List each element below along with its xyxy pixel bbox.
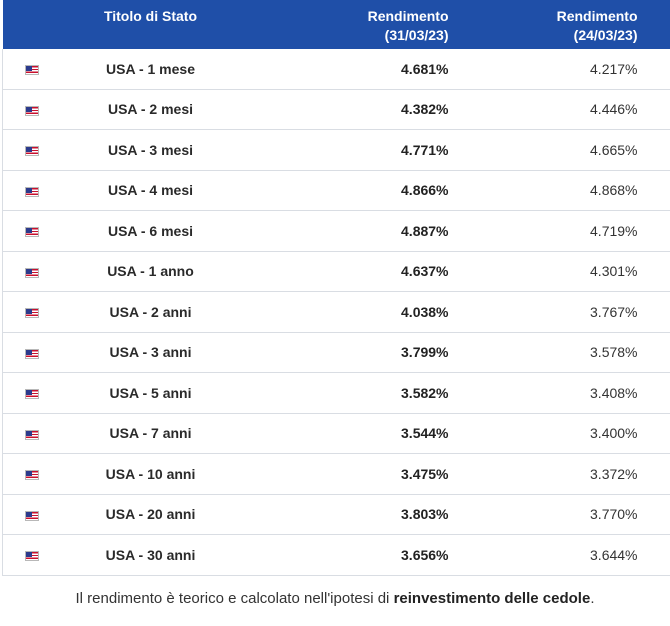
table-row: USA - 10 anni 3.475% 3.372% xyxy=(2,453,670,495)
yield-previous: 3.408% xyxy=(450,372,670,414)
yield-current: 4.866% xyxy=(240,170,451,211)
bond-name: USA - 1 anno xyxy=(60,251,241,292)
yield-current: 3.544% xyxy=(240,413,451,454)
yield-previous: 4.301% xyxy=(450,251,670,292)
header-yield-previous-label: Rendimento (24/03/23) xyxy=(451,0,670,45)
table-row: USA - 3 mesi 4.771% 4.665% xyxy=(2,129,670,171)
table-row: USA - 2 anni 4.038% 3.767% xyxy=(2,291,670,333)
bond-name: USA - 30 anni xyxy=(60,534,241,576)
table-row: USA - 5 anni 3.582% 3.408% xyxy=(2,372,670,414)
bond-name: USA - 2 anni xyxy=(60,291,241,333)
table-row: USA - 1 anno 4.637% 4.301% xyxy=(2,251,670,292)
yield-current: 4.771% xyxy=(240,129,451,171)
yield-current: 3.582% xyxy=(240,372,451,414)
table-row: USA - 3 anni 3.799% 3.578% xyxy=(2,332,670,373)
header-yield-previous-line1: Rendimento xyxy=(556,8,638,24)
table-row: USA - 1 mese 4.681% 4.217% xyxy=(2,49,670,90)
bond-name: USA - 10 anni xyxy=(60,453,241,495)
header-name-label: Titolo di Stato xyxy=(103,8,198,24)
bond-name: USA - 6 mesi xyxy=(60,210,241,252)
us-flag-icon xyxy=(25,186,39,197)
flag-cell xyxy=(2,129,61,171)
yield-current: 3.799% xyxy=(240,332,451,373)
table-row: USA - 4 mesi 4.866% 4.868% xyxy=(2,170,670,211)
us-flag-icon xyxy=(25,470,39,481)
table-row: USA - 20 anni 3.803% 3.770% xyxy=(2,494,670,535)
yield-previous: 4.446% xyxy=(450,89,670,130)
bond-name: USA - 3 anni xyxy=(60,332,241,373)
us-flag-icon xyxy=(25,267,39,278)
us-flag-icon xyxy=(25,551,39,562)
yield-previous: 3.767% xyxy=(450,291,670,333)
bond-name: USA - 1 mese xyxy=(60,49,241,90)
bond-name: USA - 3 mesi xyxy=(60,129,241,171)
bond-name: USA - 4 mesi xyxy=(60,170,241,211)
yield-previous: 3.400% xyxy=(450,413,670,454)
yield-current: 4.038% xyxy=(240,291,451,333)
header-yield-previous-line2: (24/03/23) xyxy=(573,27,638,43)
flag-cell xyxy=(2,413,61,454)
yield-table: Titolo di Stato Rendimento (31/03/23) Re… xyxy=(2,0,670,576)
bond-name: USA - 20 anni xyxy=(60,494,241,535)
flag-cell xyxy=(2,372,61,414)
flag-cell xyxy=(2,291,61,333)
us-flag-icon xyxy=(25,146,39,157)
yield-previous: 3.770% xyxy=(450,494,670,535)
flag-cell xyxy=(2,332,61,373)
table-row: USA - 2 mesi 4.382% 4.446% xyxy=(2,89,670,130)
header-yield-current-line2: (31/03/23) xyxy=(384,27,449,43)
flag-cell xyxy=(2,170,61,211)
us-flag-icon xyxy=(25,65,39,76)
flag-cell xyxy=(2,210,61,252)
yield-table-container: Titolo di Stato Rendimento (31/03/23) Re… xyxy=(2,0,670,576)
us-flag-icon xyxy=(25,105,39,116)
yield-previous: 3.644% xyxy=(450,534,670,576)
flag-cell xyxy=(2,453,61,495)
flag-cell xyxy=(2,534,61,576)
yield-previous: 4.217% xyxy=(450,49,670,90)
us-flag-icon xyxy=(25,308,39,319)
flag-cell xyxy=(2,251,61,292)
header-yield-current-label: Rendimento (31/03/23) xyxy=(241,0,451,45)
bond-name: USA - 2 mesi xyxy=(60,89,241,130)
header-flag-column xyxy=(2,0,61,49)
table-header: Titolo di Stato Rendimento (31/03/23) Re… xyxy=(2,0,670,49)
header-yield-previous-column: Rendimento (24/03/23) xyxy=(450,0,670,49)
yield-current: 3.475% xyxy=(240,453,451,495)
footnote-suffix: . xyxy=(590,590,595,607)
yield-current: 3.803% xyxy=(240,494,451,535)
table-row: USA - 7 anni 3.544% 3.400% xyxy=(2,413,670,454)
yield-previous: 3.578% xyxy=(450,332,670,373)
table-row: USA - 6 mesi 4.887% 4.719% xyxy=(2,210,670,252)
flag-cell xyxy=(2,494,61,535)
yield-previous: 4.719% xyxy=(450,210,670,252)
yield-current: 4.637% xyxy=(240,251,451,292)
bond-name: USA - 7 anni xyxy=(60,413,241,454)
yield-current: 4.681% xyxy=(240,49,451,90)
yield-previous: 3.372% xyxy=(450,453,670,495)
footnote-bold: reinvestimento delle cedole xyxy=(393,590,591,607)
yield-current: 3.656% xyxy=(240,534,451,576)
footnote-prefix: Il rendimento è teorico e calcolato nell… xyxy=(75,590,394,607)
us-flag-icon xyxy=(25,348,39,359)
yield-current: 4.382% xyxy=(240,89,451,130)
bond-name: USA - 5 anni xyxy=(60,372,241,414)
footnote: Il rendimento è teorico e calcolato nell… xyxy=(0,590,670,607)
us-flag-icon xyxy=(25,389,39,400)
us-flag-icon xyxy=(25,429,39,440)
table-row: USA - 30 anni 3.656% 3.644% xyxy=(2,534,670,576)
yield-previous: 4.868% xyxy=(450,170,670,211)
flag-cell xyxy=(2,49,61,90)
header-yield-current-column: Rendimento (31/03/23) xyxy=(240,0,451,49)
table-body: USA - 1 mese 4.681% 4.217% USA - 2 mesi 4.38… xyxy=(2,49,670,576)
us-flag-icon xyxy=(25,510,39,521)
header-yield-current-line1: Rendimento xyxy=(367,8,449,24)
header-row: Titolo di Stato Rendimento (31/03/23) Re… xyxy=(2,0,670,49)
header-name-column: Titolo di Stato xyxy=(60,0,241,49)
yield-current: 4.887% xyxy=(240,210,451,252)
yield-previous: 4.665% xyxy=(450,129,670,171)
flag-cell xyxy=(2,89,61,130)
us-flag-icon xyxy=(25,227,39,238)
